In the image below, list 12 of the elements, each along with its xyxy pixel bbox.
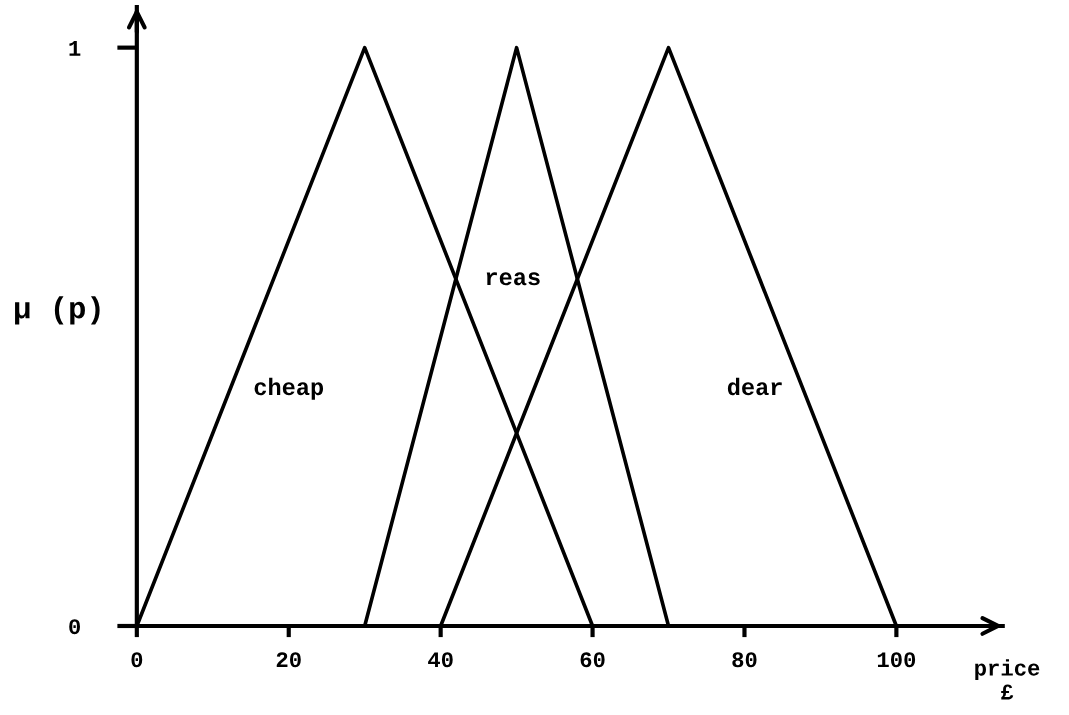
y-axis-title: μ (p) (15, 296, 100, 325)
series-label: reas (486, 272, 540, 286)
x-tick-label: 100 (877, 652, 916, 668)
x-tick-label: 60 (580, 652, 605, 668)
x-tick-label: 40 (428, 652, 453, 668)
x-tick-label: 0 (131, 652, 143, 668)
series-label: cheap (254, 377, 324, 400)
x-tick-label: 80 (732, 652, 757, 668)
x-tick-label: 20 (276, 652, 301, 668)
y-tick-label: 1 (69, 41, 81, 56)
x-axis-title: price £ (975, 659, 1040, 700)
series-label: dear (727, 377, 782, 396)
